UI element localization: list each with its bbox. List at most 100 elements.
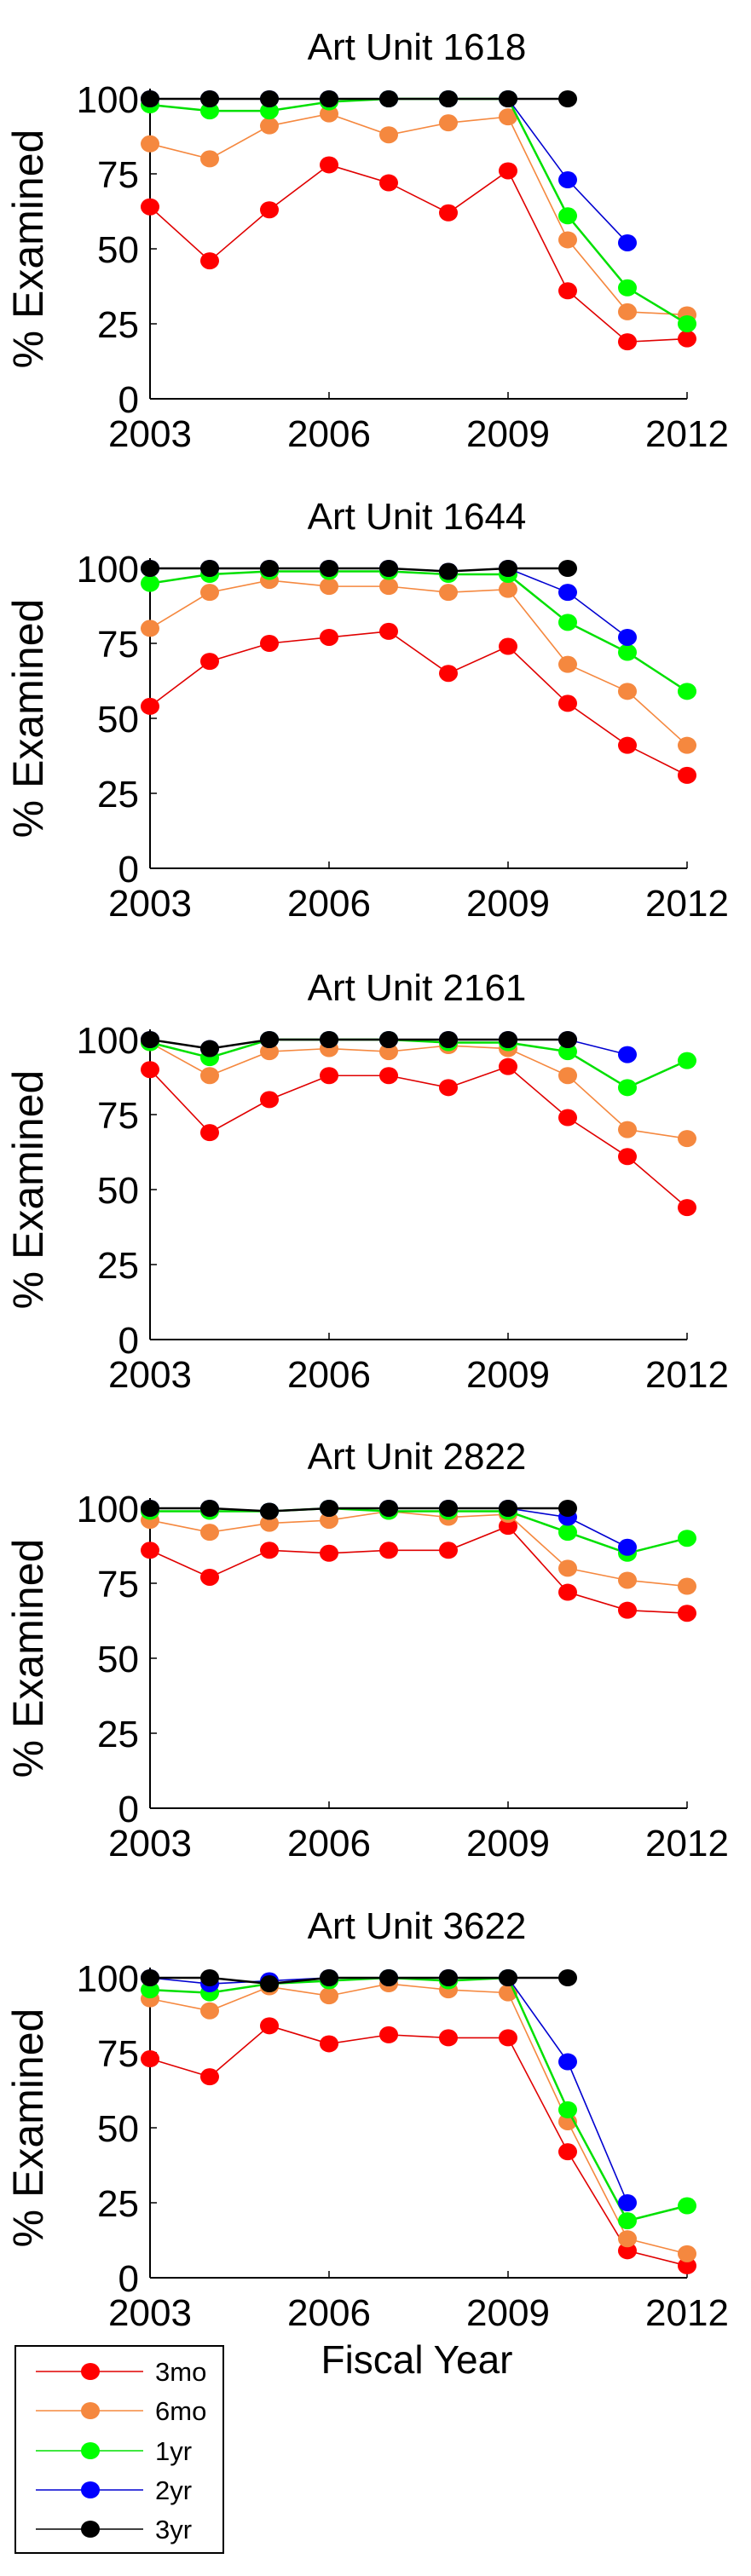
data-point [558, 2101, 577, 2118]
y-tick-label: 25 [97, 1245, 139, 1287]
data-point [260, 118, 279, 135]
data-point [618, 303, 637, 320]
y-tick-label: 100 [77, 1489, 139, 1530]
data-point [439, 114, 458, 131]
data-point [558, 171, 577, 188]
y-tick-label: 100 [77, 1958, 139, 2000]
data-point [200, 2068, 219, 2085]
y-tick-label: 25 [97, 774, 139, 815]
x-tick-label: 2006 [287, 1354, 371, 1396]
data-point [558, 207, 577, 224]
x-tick-label: 2012 [645, 883, 729, 925]
data-point [618, 629, 637, 646]
data-point [320, 90, 338, 107]
x-tick-label: 2009 [466, 1354, 550, 1396]
data-point [320, 1987, 338, 2004]
data-point [618, 279, 637, 297]
series-line [150, 1043, 687, 1139]
data-point [320, 156, 338, 173]
data-point [379, 1067, 398, 1084]
y-tick-label: 100 [77, 1020, 139, 1062]
data-point [499, 162, 517, 179]
series-3yr [141, 90, 577, 107]
series-6mo [141, 106, 696, 324]
series-6mo [141, 1975, 696, 2262]
y-tick-label: 75 [97, 624, 139, 666]
x-tick-label: 2009 [466, 883, 550, 925]
x-tick-label: 2003 [108, 1354, 192, 1396]
data-point [499, 581, 517, 598]
chart-panel: Art Unit 164402550751002003200620092012%… [4, 496, 729, 925]
series-line [150, 99, 687, 324]
series-1yr [141, 1969, 696, 2229]
data-point [618, 1571, 637, 1588]
x-tick-label: 2003 [108, 413, 192, 455]
legend-marker [81, 2363, 100, 2380]
data-point [260, 1031, 279, 1048]
chart-title: Art Unit 1618 [308, 26, 527, 68]
data-point [678, 315, 696, 332]
x-axis-label: Fiscal Year [321, 2337, 512, 2382]
legend-label: 1yr [155, 2436, 192, 2466]
series-line [150, 164, 687, 342]
data-point [678, 683, 696, 700]
data-point [439, 2029, 458, 2046]
legend-marker [81, 2442, 100, 2459]
data-point [320, 2035, 338, 2052]
y-tick-label: 50 [97, 1639, 139, 1680]
series-line [150, 1978, 627, 2203]
series-3mo [141, 156, 696, 350]
y-tick-label: 75 [97, 154, 139, 196]
data-point [618, 234, 637, 251]
y-axis-label: % Examined [4, 1539, 52, 1778]
data-point [260, 201, 279, 218]
data-point [320, 1067, 338, 1084]
data-point [320, 1545, 338, 1562]
data-point [439, 1500, 458, 1517]
data-point [379, 126, 398, 143]
chart-title: Art Unit 3622 [308, 1905, 527, 1947]
data-point [678, 331, 696, 348]
data-point [678, 1130, 696, 1147]
data-point [260, 560, 279, 577]
data-point [558, 1524, 577, 1541]
data-point [260, 2017, 279, 2034]
data-point [320, 578, 338, 595]
data-point [499, 560, 517, 577]
data-point [200, 584, 219, 601]
data-point [200, 1067, 219, 1084]
data-point [618, 644, 637, 661]
data-point [499, 2029, 517, 2046]
data-point [439, 1969, 458, 1986]
data-point [141, 2050, 159, 2067]
data-point [678, 2245, 696, 2262]
x-tick-label: 2006 [287, 883, 371, 925]
data-point [618, 2212, 637, 2229]
series-3mo [141, 1058, 696, 1216]
y-tick-label: 50 [97, 229, 139, 271]
y-tick-label: 75 [97, 2033, 139, 2075]
data-point [200, 1969, 219, 1986]
y-axis-label: % Examined [4, 2008, 52, 2248]
data-point [618, 1121, 637, 1138]
data-point [320, 1969, 338, 1986]
data-point [379, 1969, 398, 1986]
x-tick-label: 2012 [645, 413, 729, 455]
data-point [141, 1061, 159, 1078]
legend-marker [81, 2402, 100, 2419]
series-line [150, 1984, 687, 2254]
series-line [150, 1526, 687, 1613]
data-point [678, 1199, 696, 1216]
data-point [618, 333, 637, 350]
data-point [439, 90, 458, 107]
x-tick-label: 2009 [466, 2292, 550, 2334]
data-point [260, 635, 279, 652]
data-point [200, 1040, 219, 1057]
legend-label: 6mo [155, 2396, 206, 2426]
data-point [200, 2003, 219, 2020]
data-point [499, 1058, 517, 1075]
data-point [141, 1542, 159, 1559]
legend-label: 3mo [155, 2357, 206, 2387]
data-point [200, 1124, 219, 1141]
y-tick-label: 50 [97, 699, 139, 741]
